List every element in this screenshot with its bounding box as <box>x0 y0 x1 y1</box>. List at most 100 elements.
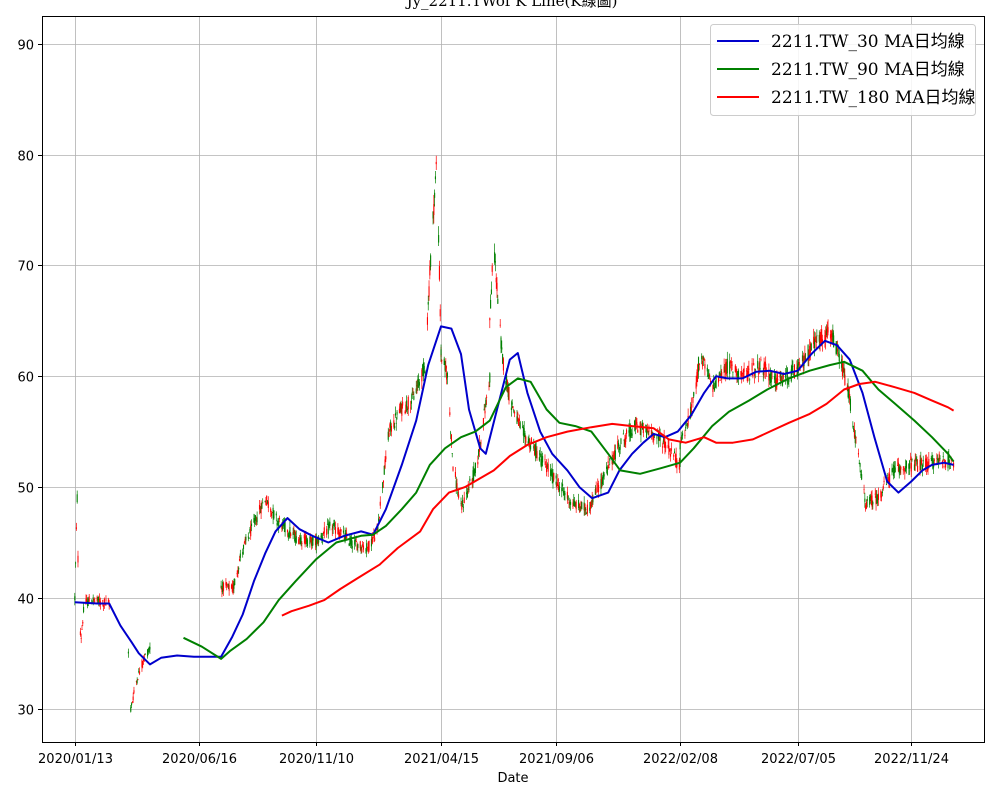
candle <box>620 444 621 454</box>
candle <box>234 578 235 585</box>
x-tick-label: 2021/04/15 <box>404 752 479 767</box>
candle <box>673 453 674 460</box>
candle <box>149 643 150 654</box>
candle <box>343 526 344 535</box>
candle <box>864 485 865 494</box>
candle <box>248 532 249 541</box>
candle <box>512 406 513 410</box>
candle <box>520 421 521 429</box>
candle <box>523 425 524 443</box>
candle <box>412 387 413 399</box>
candle <box>434 190 435 207</box>
candle <box>396 417 397 431</box>
candle <box>617 435 618 449</box>
candle <box>910 453 911 461</box>
candle <box>600 474 601 496</box>
candle <box>468 486 469 493</box>
y-tick-label: 90 <box>17 39 34 54</box>
candle <box>488 382 489 391</box>
candle <box>932 455 933 470</box>
candle <box>301 535 302 546</box>
candle <box>620 438 621 444</box>
candle <box>428 296 429 311</box>
candle <box>876 490 877 504</box>
candle <box>567 487 568 504</box>
candle <box>76 523 77 531</box>
candle <box>489 317 490 328</box>
candle <box>685 423 686 431</box>
candle <box>477 456 478 468</box>
candle <box>133 687 134 694</box>
candle <box>581 501 582 509</box>
candle <box>906 460 907 473</box>
candle <box>852 421 853 428</box>
candle <box>568 495 569 500</box>
candle <box>413 391 414 400</box>
candle <box>324 522 325 538</box>
candle <box>503 357 504 375</box>
candle <box>811 343 812 351</box>
candle <box>401 404 402 422</box>
candle <box>736 366 737 377</box>
candle <box>492 263 493 276</box>
candle <box>132 701 133 704</box>
candle <box>396 410 397 420</box>
candle <box>883 484 884 490</box>
candle <box>296 530 297 543</box>
x-tick-label: 2022/02/08 <box>643 752 718 767</box>
candle <box>137 679 138 680</box>
candle <box>449 407 450 417</box>
candle <box>444 361 445 378</box>
candle <box>903 466 904 475</box>
candle <box>137 677 138 684</box>
candle <box>540 447 541 457</box>
ma-line-1 <box>184 362 954 659</box>
candle <box>909 460 910 475</box>
candle <box>439 261 440 282</box>
candle <box>395 406 396 417</box>
candle <box>590 501 591 514</box>
chart-title: Jy_2211.TWof K Line(K線圖) <box>405 0 618 10</box>
candles <box>74 156 954 713</box>
candle <box>346 528 347 541</box>
candle <box>147 649 148 659</box>
candle <box>490 294 491 308</box>
candle <box>662 443 663 454</box>
candle <box>389 429 390 437</box>
candle <box>727 352 728 378</box>
candle <box>412 388 413 395</box>
x-tick-label: 2020/06/16 <box>162 752 237 767</box>
candle <box>608 464 609 468</box>
candle <box>265 500 266 502</box>
legend-label: 2211.TW_30 MA日均線 <box>771 32 965 52</box>
candle <box>674 448 675 453</box>
y-tick-label: 30 <box>17 704 34 719</box>
candle <box>671 442 672 454</box>
candle <box>787 367 788 389</box>
y-tick-label: 60 <box>17 371 34 386</box>
x-tick-label: 2022/11/24 <box>874 752 949 767</box>
candle <box>785 368 786 385</box>
candle <box>559 482 560 496</box>
candle <box>760 356 761 361</box>
candle <box>625 433 626 448</box>
candle <box>225 578 226 588</box>
candle <box>261 500 262 519</box>
x-tick-label: 2020/01/13 <box>38 752 113 767</box>
candle <box>382 482 383 493</box>
candle <box>839 350 840 369</box>
candle <box>419 379 420 391</box>
candle <box>626 428 627 438</box>
candle <box>842 356 843 380</box>
candle <box>891 464 892 476</box>
candle <box>837 341 838 357</box>
candle <box>455 467 456 479</box>
candle <box>250 521 251 540</box>
x-axis: 2020/01/13 2020/06/16 2020/11/10 2021/04/15… <box>38 742 949 767</box>
x-tick-label: 2020/11/10 <box>279 752 354 767</box>
ma-line-0 <box>75 326 954 664</box>
candle <box>318 535 319 546</box>
candle <box>279 516 280 523</box>
candle <box>81 625 82 630</box>
candle <box>262 498 263 503</box>
